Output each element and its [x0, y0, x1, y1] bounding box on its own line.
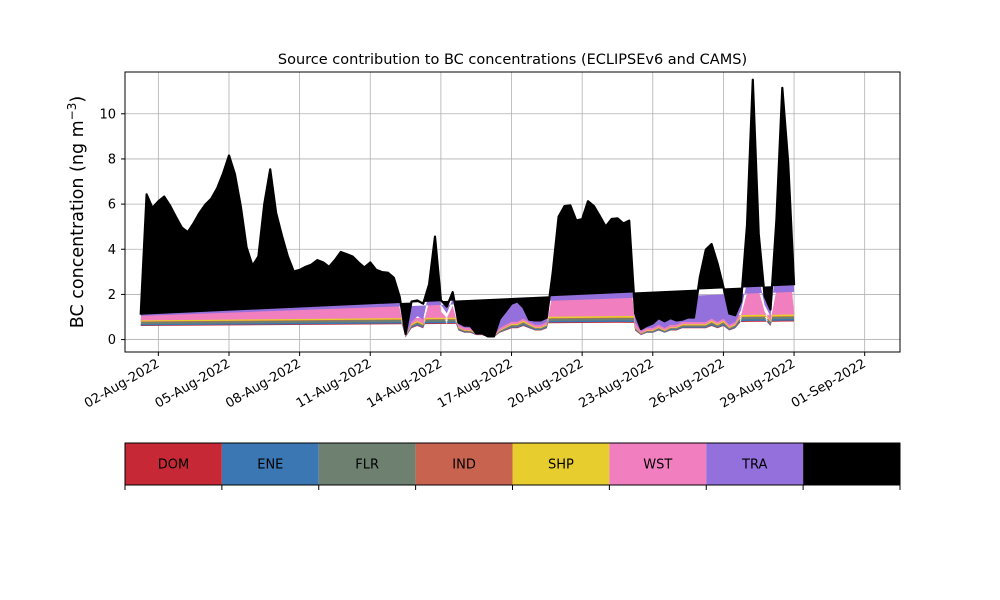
y-tick-label: 8	[108, 152, 116, 167]
legend-frame	[124, 442, 901, 486]
x-tick-label: 29-Aug-2022	[718, 356, 798, 411]
x-tick-label: 17-Aug-2022	[435, 356, 515, 411]
legend-swatch-ene	[221, 443, 319, 485]
y-tick-label: 2	[108, 288, 116, 303]
plot-frame	[124, 71, 901, 353]
legend-swatch-tra	[706, 443, 804, 485]
plot-frame-rect	[124, 71, 901, 353]
legend-swatch-ind	[415, 443, 513, 485]
y-axis-label: BC concentration (ng m−3)	[65, 96, 88, 328]
legend-swatch-wst	[609, 443, 707, 485]
x-tick-label: 08-Aug-2022	[223, 356, 303, 411]
y-axis-label-end: )	[68, 96, 88, 103]
y-axis-label-superscript: −3	[65, 103, 79, 121]
legend-label-ind: IND	[452, 458, 476, 473]
legend-swatch-dom	[125, 443, 222, 485]
legend-swatch-flr	[318, 443, 416, 485]
legend-label-wst: WST	[643, 458, 672, 473]
y-axis-label-text: BC concentration (ng m	[68, 120, 88, 328]
legend-label-ene: ENE	[257, 458, 283, 473]
total-line	[139, 78, 796, 338]
legend-label-bb: BB	[843, 458, 861, 473]
legend-label-shp: SHP	[548, 458, 574, 473]
area-bb	[140, 79, 795, 337]
x-tick-label: 26-Aug-2022	[647, 356, 727, 411]
legend-swatch-shp	[512, 443, 610, 485]
y-tick-label: 6	[108, 198, 116, 213]
y-tick-label: 10	[99, 107, 116, 122]
x-tick-label: 23-Aug-2022	[576, 356, 656, 411]
x-tick-label: 02-Aug-2022	[82, 356, 162, 411]
legend-label-dom: DOM	[158, 458, 189, 473]
legend-label-tra: TRA	[741, 458, 767, 473]
x-tick-label: 14-Aug-2022	[365, 356, 445, 411]
x-tick-label: 20-Aug-2022	[506, 356, 586, 411]
x-tick-label: 11-Aug-2022	[294, 356, 374, 411]
y-axis: 0 2 4 6 8 10	[99, 107, 125, 348]
chart-title: Source contribution to BC concentrations…	[278, 52, 747, 68]
x-tick-label: 05-Aug-2022	[153, 356, 233, 411]
legend-swatch-bb	[803, 443, 900, 485]
x-tick-label: 01-Sep-2022	[789, 356, 869, 411]
x-axis: 02-Aug-202205-Aug-202208-Aug-202211-Aug-…	[82, 352, 869, 412]
legend-colorbar: DOM ENE FLR IND SHP WST TRA BB	[124, 442, 901, 490]
legend-label-flr: FLR	[355, 458, 379, 473]
y-tick-label: 4	[108, 243, 116, 258]
y-tick-label: 0	[108, 333, 116, 348]
stacked-areas	[139, 78, 796, 338]
